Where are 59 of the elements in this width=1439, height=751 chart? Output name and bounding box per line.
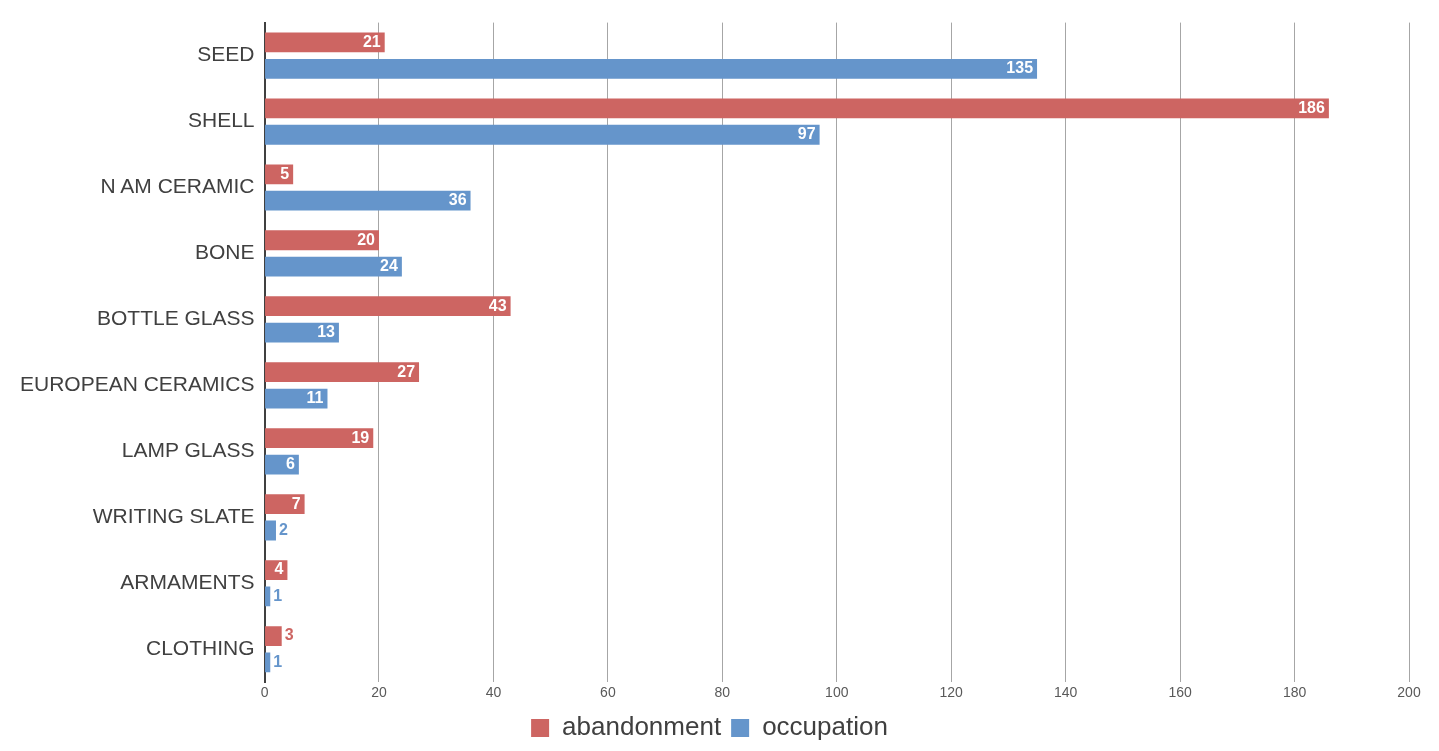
data-label: 21 bbox=[362, 32, 381, 50]
bar bbox=[265, 32, 385, 53]
bar bbox=[265, 494, 305, 514]
data-label: 13 bbox=[317, 323, 336, 341]
legend-label: occupation bbox=[762, 711, 888, 742]
x-tick-label: 120 bbox=[939, 684, 964, 701]
data-label: 3 bbox=[284, 626, 294, 644]
x-tick-label: 100 bbox=[825, 684, 849, 701]
data-label: 135 bbox=[1006, 59, 1034, 77]
data-label: 36 bbox=[448, 191, 467, 209]
bar bbox=[265, 58, 1038, 79]
y-tick-label: N AM CERAMIC bbox=[100, 174, 255, 198]
y-tick-label: ARMAMENTS bbox=[120, 570, 255, 594]
bar bbox=[265, 652, 271, 673]
data-label: 1 bbox=[273, 586, 283, 604]
x-tick-label: 60 bbox=[600, 684, 616, 701]
x-tick-label: 40 bbox=[485, 684, 502, 701]
x-tick-label: 160 bbox=[1168, 684, 1192, 701]
y-tick-label: BONE bbox=[195, 240, 255, 264]
data-label: 1 bbox=[273, 652, 283, 670]
data-label: 2 bbox=[278, 520, 288, 538]
bar bbox=[265, 626, 282, 646]
data-label: 186 bbox=[1298, 98, 1325, 116]
y-tick-label: SHELL bbox=[187, 108, 255, 132]
x-tick-label: 140 bbox=[1053, 684, 1078, 701]
bar bbox=[265, 586, 271, 607]
bar bbox=[265, 230, 379, 251]
data-label: 43 bbox=[488, 296, 507, 314]
legend-label: abandonment bbox=[562, 711, 722, 742]
y-tick-label: CLOTHING bbox=[146, 636, 255, 660]
y-tick-label: EUROPEAN CERAMICS bbox=[19, 372, 255, 396]
x-tick-label: 180 bbox=[1282, 684, 1307, 701]
y-tick-label: WRITING SLATE bbox=[92, 504, 255, 528]
data-label: 24 bbox=[380, 257, 398, 275]
bar bbox=[265, 296, 511, 317]
data-label: 27 bbox=[397, 362, 416, 380]
x-tick-label: 80 bbox=[714, 684, 731, 701]
bar bbox=[265, 124, 820, 145]
data-label: 11 bbox=[306, 388, 324, 406]
x-tick-label: 200 bbox=[1397, 684, 1421, 701]
bar bbox=[265, 256, 402, 277]
y-tick-label: SEED bbox=[197, 42, 255, 66]
y-tick-label: LAMP GLASS bbox=[121, 438, 255, 462]
data-label: 20 bbox=[357, 230, 376, 248]
bar bbox=[265, 520, 276, 541]
data-label: 7 bbox=[291, 494, 301, 512]
x-tick-label: 20 bbox=[371, 684, 387, 701]
x-tick-label: 0 bbox=[260, 684, 269, 701]
bar bbox=[265, 322, 339, 343]
bar bbox=[265, 362, 420, 383]
data-label: 4 bbox=[274, 560, 284, 578]
data-label: 97 bbox=[797, 125, 816, 143]
data-label: 19 bbox=[351, 428, 370, 446]
bar bbox=[265, 98, 1329, 119]
bar bbox=[265, 190, 471, 211]
data-label: 5 bbox=[280, 164, 290, 182]
data-label: 6 bbox=[285, 454, 295, 472]
bar bbox=[265, 428, 374, 449]
y-tick-label: BOTTLE GLASS bbox=[96, 306, 255, 330]
